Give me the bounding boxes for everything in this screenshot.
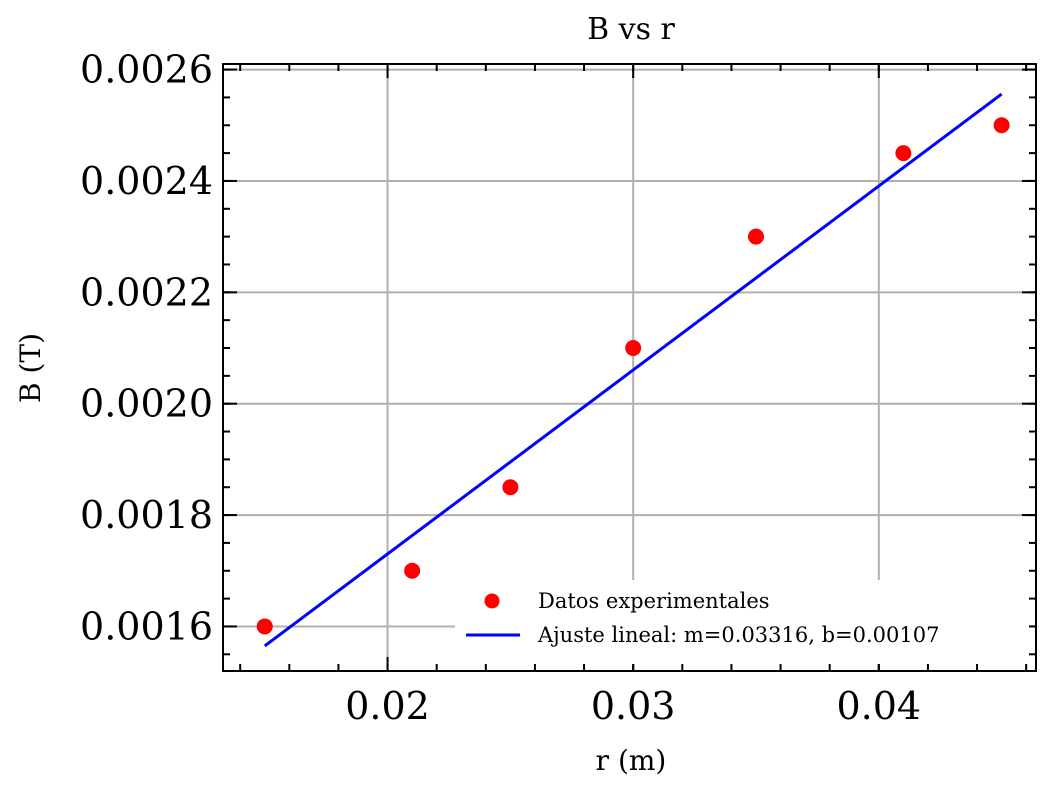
data-point [256, 618, 273, 635]
axis-ticks [223, 64, 1036, 671]
legend-label-line: Ajuste lineal: m=0.03316, b=0.00107 [537, 623, 939, 647]
chart-title: B vs r [587, 12, 675, 47]
legend-marker-scatter [484, 593, 500, 609]
x-tick-label: 0.03 [591, 684, 676, 728]
y-tick-label: 0.0022 [80, 270, 213, 314]
scatter-series [256, 117, 1010, 635]
fit-line [263, 92, 1003, 648]
legend-box [455, 580, 1029, 664]
y-tick-label: 0.0020 [80, 382, 213, 426]
plot-frame [222, 63, 1037, 672]
data-point [502, 479, 519, 496]
x-axis-label: r (m) [596, 744, 667, 777]
data-point [895, 145, 912, 162]
data-point [747, 228, 764, 245]
legend-label-scatter: Datos experimentales [538, 589, 770, 613]
data-point [625, 340, 642, 357]
y-tick-label: 0.0024 [80, 159, 213, 203]
x-tick-label: 0.04 [836, 684, 921, 728]
y-tick-labels: 0.0016 0.0018 0.0020 0.0022 0.0024 0.0026 [80, 48, 213, 649]
legend: Datos experimentales Ajuste lineal: m=0.… [455, 580, 1029, 664]
grid [223, 64, 1036, 671]
y-tick-label: 0.0016 [80, 604, 213, 648]
x-tick-labels: 0.02 0.03 0.04 [345, 684, 921, 728]
fit-line-series [263, 92, 1003, 648]
y-axis-label: B (T) [14, 333, 47, 403]
data-point [993, 117, 1010, 134]
y-tick-label: 0.0018 [80, 493, 213, 537]
data-point [404, 562, 421, 579]
y-tick-label: 0.0026 [80, 48, 213, 92]
x-tick-label: 0.02 [345, 684, 430, 728]
